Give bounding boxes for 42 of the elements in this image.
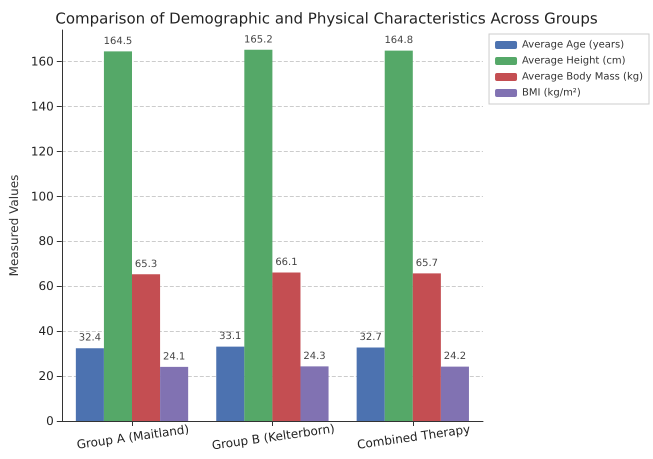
data-label: 164.5 — [104, 36, 132, 47]
data-label: 165.2 — [244, 34, 273, 46]
bar — [76, 348, 104, 421]
bar — [356, 348, 385, 421]
y-tick-label: 0 — [46, 414, 54, 428]
data-label: 66.1 — [275, 256, 298, 268]
x-tick-label: Group A (Maitland) — [76, 422, 190, 452]
data-label: 32.4 — [78, 332, 102, 344]
x-tick-label: Combined Therapy — [356, 422, 472, 452]
y-tick-label: 40 — [38, 324, 54, 338]
bar — [412, 273, 441, 421]
bar — [300, 366, 329, 421]
y-tick-label: 120 — [30, 144, 54, 158]
bar — [216, 346, 244, 421]
y-tick-label: 20 — [38, 369, 54, 384]
data-label: 164.8 — [384, 35, 414, 46]
x-tick-label: Group B (Kelterborn) — [210, 421, 336, 452]
data-label: 33.1 — [219, 331, 242, 342]
bar — [272, 272, 300, 421]
legend-label: Average Age (years) — [522, 40, 624, 50]
y-tick-label: 80 — [38, 234, 54, 248]
bar — [384, 50, 413, 421]
legend-label: Average Body Mass (kg) — [522, 72, 644, 82]
data-label: 24.1 — [162, 351, 186, 362]
y-tick-label: 160 — [30, 54, 54, 68]
legend-label: BMI (kg/m²) — [522, 88, 581, 98]
bar — [104, 51, 132, 421]
y-tick-label: 140 — [30, 99, 54, 114]
y-tick-label: 60 — [38, 279, 54, 294]
y-tick-label: 100 — [30, 189, 54, 204]
legend-label: Average Height (cm) — [522, 56, 626, 66]
data-label: 65.7 — [416, 258, 438, 269]
chart-title: Comparison of Demographic and Physical Characteristics Across Groups — [55, 10, 598, 28]
bar — [244, 50, 272, 421]
y-axis-title: Measured Values — [7, 174, 21, 276]
bar — [132, 274, 160, 421]
bar — [160, 366, 188, 421]
data-label: 32.7 — [360, 332, 382, 344]
data-label: 24.2 — [444, 351, 466, 362]
bar — [440, 366, 469, 421]
data-label: 24.3 — [303, 350, 326, 362]
data-label: 65.3 — [134, 258, 158, 270]
